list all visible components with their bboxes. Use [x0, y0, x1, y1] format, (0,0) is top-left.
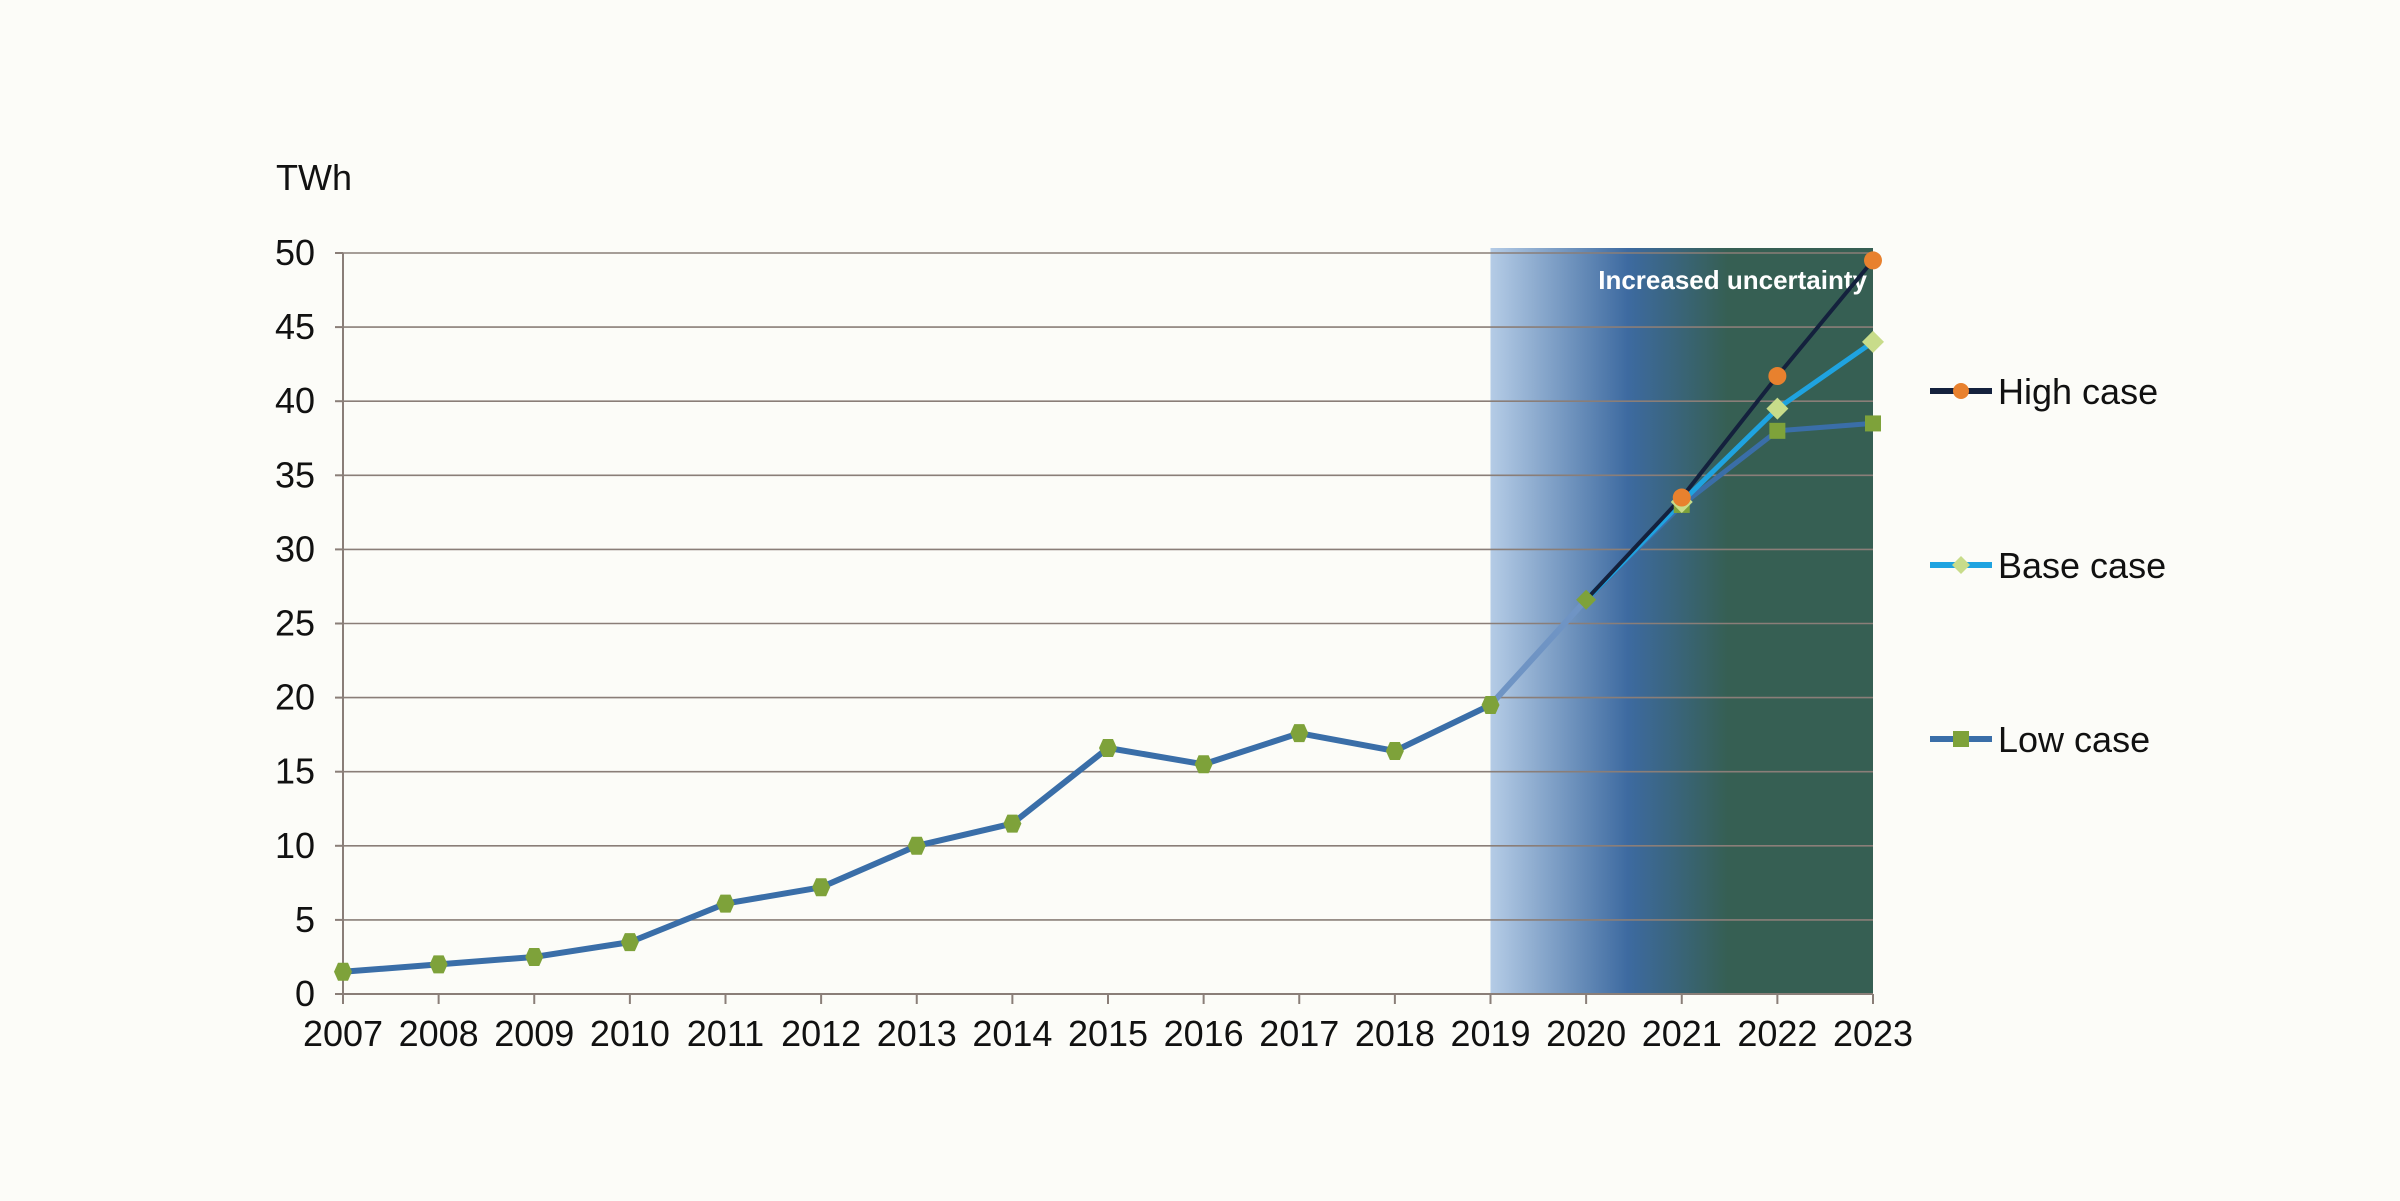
legend-label-high-case: High case: [1998, 371, 2158, 412]
y-tick-35: 35: [275, 454, 315, 495]
legend-item-low-case[interactable]: Low case: [1930, 719, 2150, 760]
series-markers: [334, 251, 1884, 981]
marker-low-case-2023: [1865, 415, 1881, 432]
legend-marker-low-case: [1953, 731, 1969, 747]
uncertainty-band: [1490, 248, 1873, 994]
y-tick-10: 10: [275, 825, 315, 866]
x-tick-2017: 2017: [1259, 1013, 1339, 1054]
marker-high-case-2022: [1768, 367, 1787, 386]
data-point-2015: [1099, 738, 1117, 757]
y-tick-40: 40: [275, 380, 315, 421]
x-tick-2007: 2007: [303, 1013, 383, 1054]
annotation-increased-uncertainty: Increased uncertainty: [1598, 265, 1867, 295]
y-axis-label: TWh: [276, 157, 352, 198]
y-tick-50: 50: [275, 232, 315, 273]
legend-marker-base-case: [1952, 556, 1970, 574]
marker-high-case-2021: [1672, 488, 1691, 507]
x-tick-2020: 2020: [1546, 1013, 1626, 1054]
marker-low-case-2022: [1769, 422, 1786, 439]
uncertainty-band-rect: [1490, 248, 1873, 994]
x-tick-2015: 2015: [1068, 1013, 1148, 1054]
data-point-2016: [1194, 755, 1213, 774]
x-tick-2021: 2021: [1642, 1013, 1722, 1054]
data-point-2007: [334, 962, 352, 981]
data-point-2019: [1481, 696, 1500, 715]
data-point-2009: [525, 947, 544, 966]
gridlines: [343, 252, 1873, 921]
data-point-2018: [1385, 741, 1404, 760]
data-point-2012: [812, 878, 831, 897]
data-point-2010: [620, 933, 639, 952]
series-line-high-case: [1584, 259, 1875, 602]
x-tick-2012: 2012: [781, 1013, 861, 1054]
marker-base-case-2023: [1862, 330, 1884, 353]
marker-high-case-2023: [1864, 251, 1882, 270]
legend-label-low-case: Low case: [1998, 719, 2150, 760]
y-tick-20: 20: [275, 677, 315, 718]
x-tick-2014: 2014: [972, 1013, 1052, 1054]
x-tick-2023: 2023: [1833, 1013, 1913, 1054]
x-tick-2008: 2008: [399, 1013, 479, 1054]
x-tick-2009: 2009: [494, 1013, 574, 1054]
x-tick-2022: 2022: [1737, 1013, 1817, 1054]
x-tick-2016: 2016: [1164, 1013, 1244, 1054]
y-tick-30: 30: [275, 528, 315, 569]
data-point-2008: [429, 955, 448, 974]
x-tick-2019: 2019: [1450, 1013, 1530, 1054]
data-point-2011: [716, 894, 735, 913]
x-tick-2011: 2011: [687, 1013, 764, 1054]
y-tick-5: 5: [295, 899, 315, 940]
legend-item-high-case[interactable]: High case: [1930, 371, 2158, 412]
x-tick-labels: 2007 2008 2009 2010 2011 2012 2013 2014 2015 2016…: [303, 1013, 1913, 1054]
y-tick-25: 25: [275, 603, 315, 644]
data-point-2014: [1003, 814, 1022, 833]
x-tick-2010: 2010: [590, 1013, 670, 1054]
data-point-2013: [907, 836, 926, 855]
data-point-2020: [1576, 589, 1597, 610]
y-tick-15: 15: [275, 751, 315, 792]
data-point-2017: [1290, 724, 1309, 743]
y-tick-45: 45: [275, 306, 315, 347]
legend-marker-high-case: [1953, 383, 1969, 399]
x-tick-2013: 2013: [877, 1013, 957, 1054]
x-tick-2018: 2018: [1355, 1013, 1435, 1054]
y-tick-0: 0: [295, 973, 315, 1014]
historical-line-2019-2020: [1488, 597, 1589, 708]
legend-label-base-case: Base case: [1998, 545, 2166, 586]
legend-item-base-case[interactable]: Base case: [1930, 545, 2166, 586]
y-tick-labels: 0 5 10 15 20 25 30 35 40 45 50: [275, 232, 315, 1014]
legend: High case Base case Low case: [1930, 371, 2166, 760]
marker-base-case-2022: [1766, 397, 1789, 420]
axes: [335, 252, 1874, 1004]
